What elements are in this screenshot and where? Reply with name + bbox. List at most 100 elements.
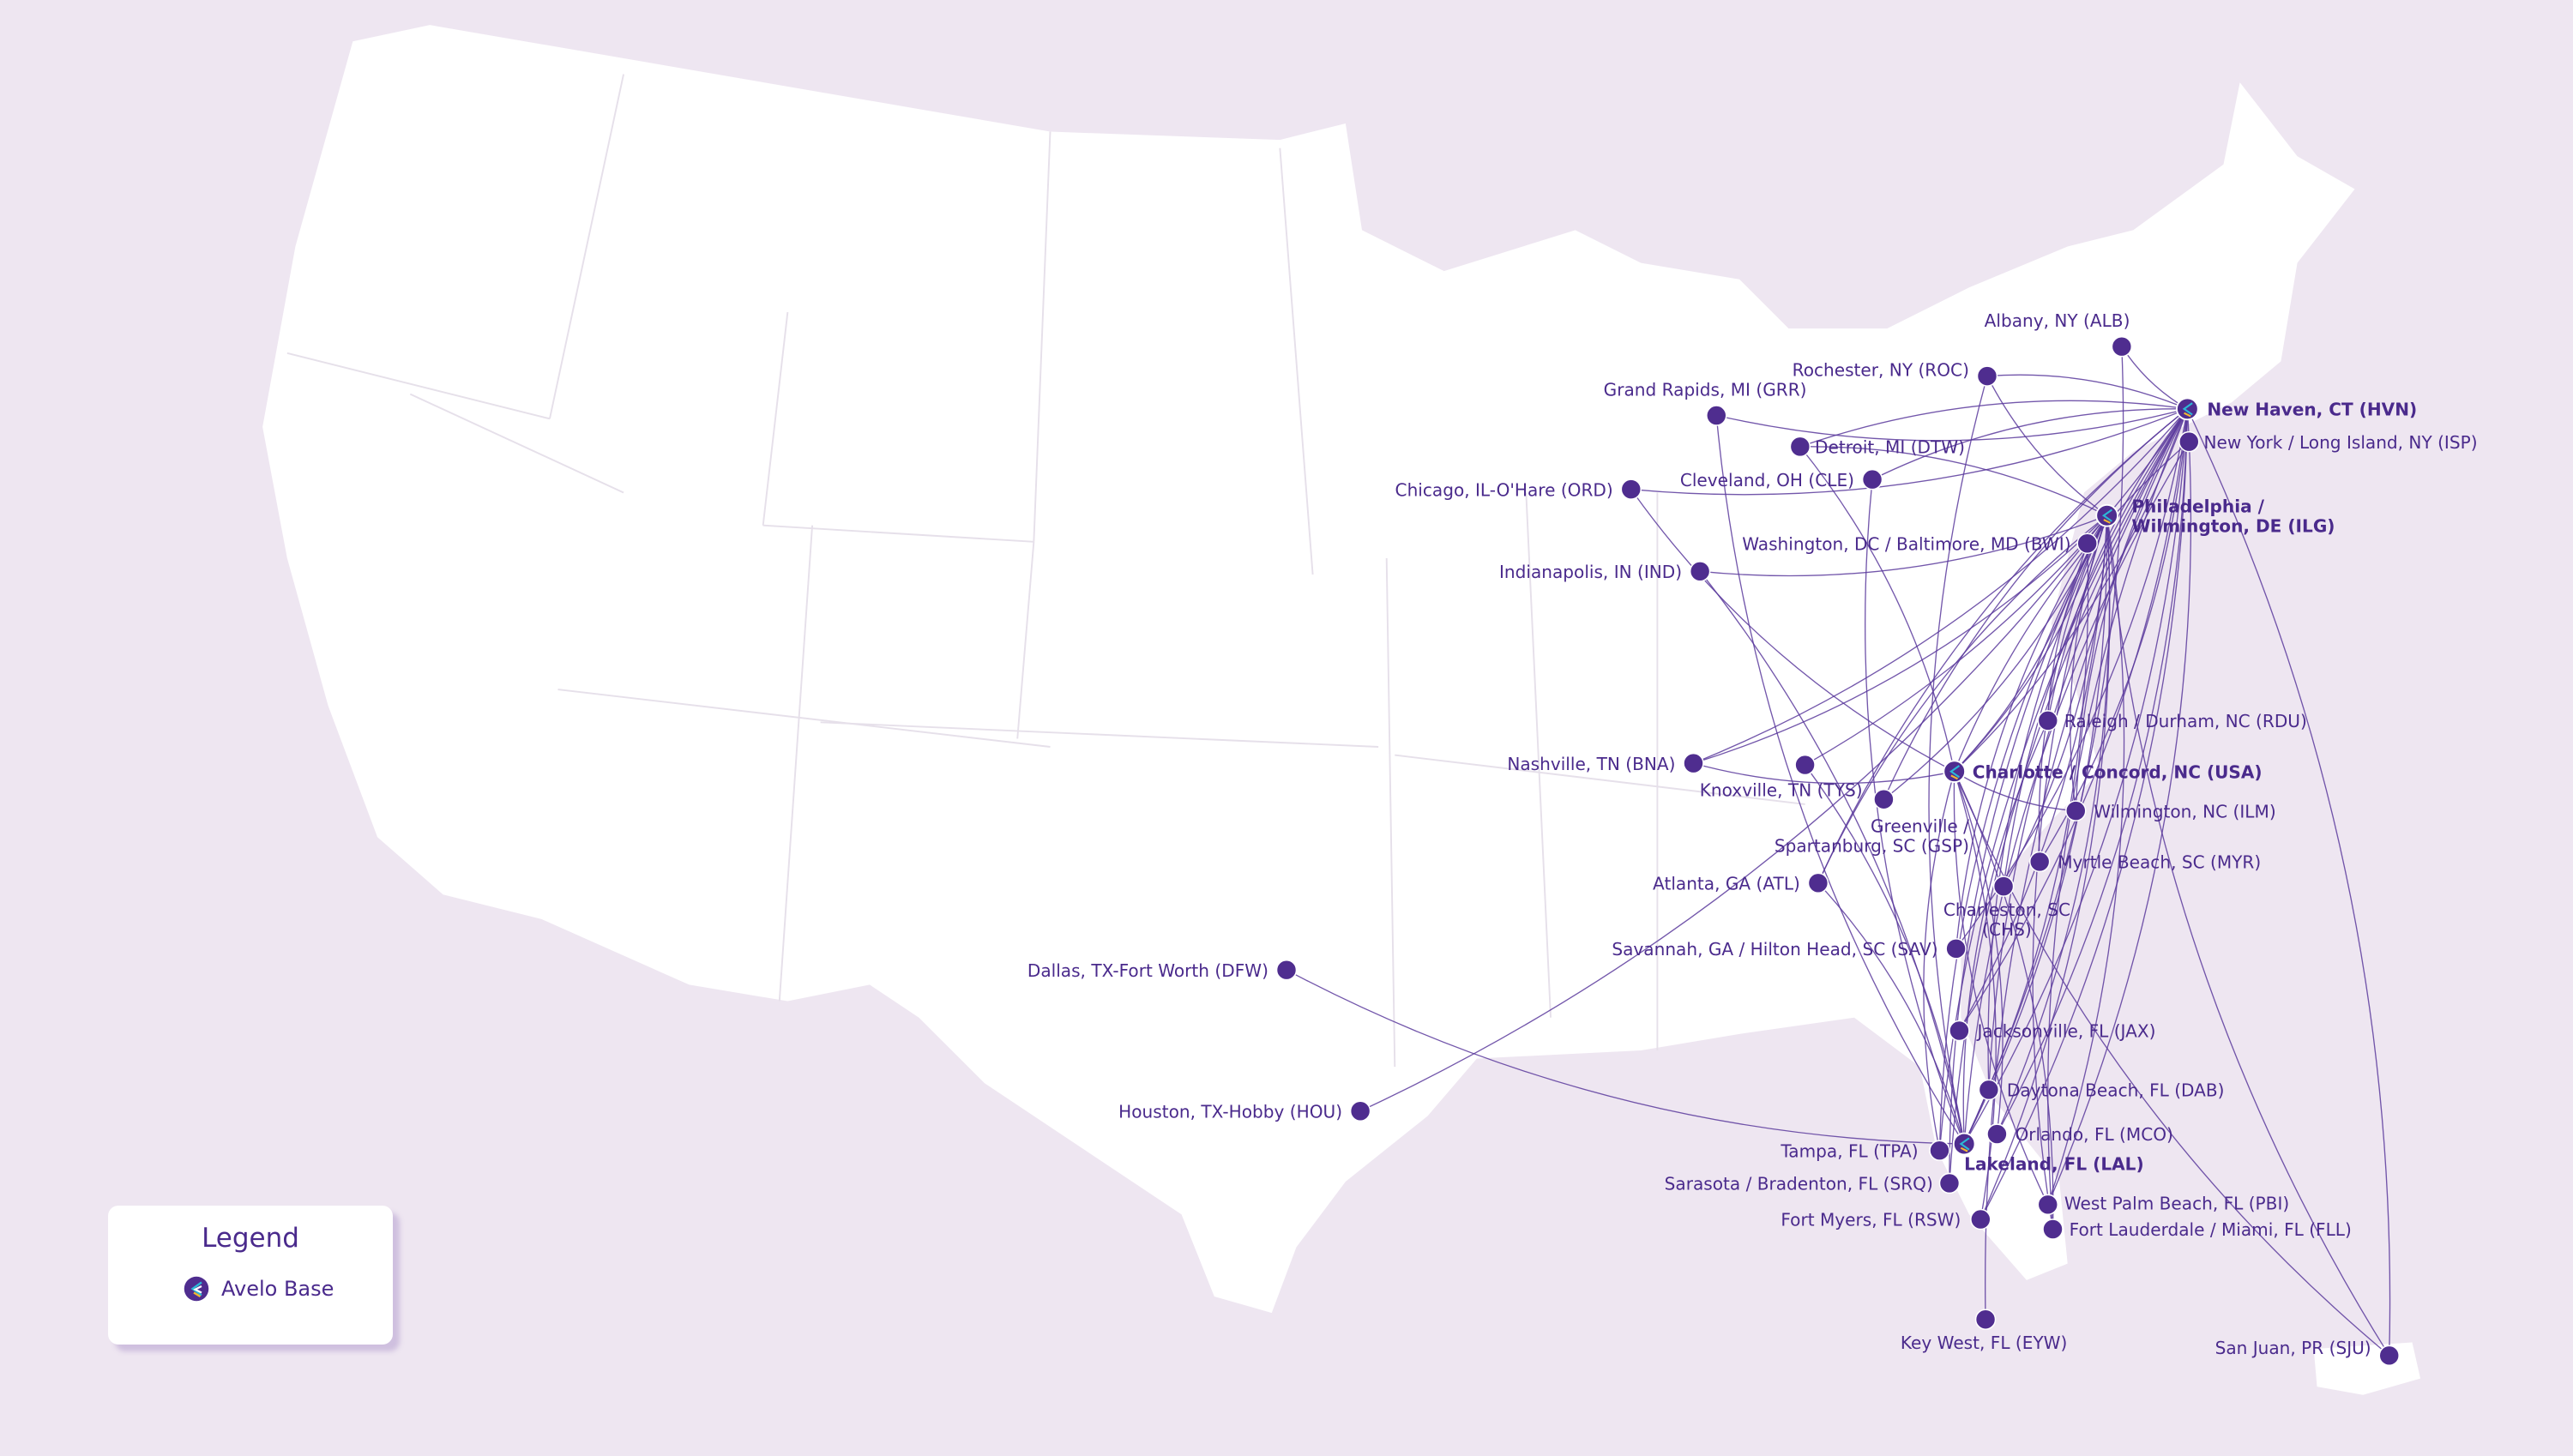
route-ILG-SAV xyxy=(1955,514,2108,949)
airport-atl[interactable]: Atlanta, GA (ATL) xyxy=(1653,872,1829,893)
route-HVN-EYW xyxy=(1985,408,2188,1320)
airport-dot xyxy=(1873,788,1895,810)
airport-dot xyxy=(2378,1345,2400,1367)
route-LAL-ATL xyxy=(1817,882,1965,1145)
route-HVN-ORD xyxy=(1630,408,2188,496)
airport-label: Sarasota / Bradenton, FL (SRQ) xyxy=(1665,1174,1933,1194)
route-USA-FLL xyxy=(1954,771,2054,1230)
logo-stroke xyxy=(2103,519,2111,524)
airport-pbi[interactable]: West Palm Beach, FL (PBI) xyxy=(2037,1194,2289,1216)
airport-dot xyxy=(1689,561,1711,582)
airport-sav[interactable]: Savannah, GA / Hilton Head, SC (SAV) xyxy=(1612,938,1967,960)
airport-dot xyxy=(1789,436,1811,458)
airport-roc[interactable]: Rochester, NY (ROC) xyxy=(1793,360,1998,387)
airport-ilg[interactable]: Philadelphia /Wilmington, DE (ILG) xyxy=(2095,496,2335,536)
airport-label: Tampa, FL (TPA) xyxy=(1780,1140,1918,1161)
airport-markers: New Haven, CT (HVN) New York / Long Islan… xyxy=(1027,310,2478,1367)
airport-dot xyxy=(1861,468,1883,490)
airport-label: Dallas, TX-Fort Worth (DFW) xyxy=(1027,960,1268,981)
airport-jax[interactable]: Jacksonville, FL (JAX) xyxy=(1949,1020,2155,1042)
state-border xyxy=(286,352,551,420)
airport-dot xyxy=(1620,478,1642,500)
airport-dot xyxy=(2111,335,2133,358)
airport-label: Daytona Beach, FL (DAB) xyxy=(2007,1080,2225,1101)
route-ILG-LAL xyxy=(1963,515,2108,1145)
state-border xyxy=(1279,147,1314,575)
logo-stroke xyxy=(1960,1146,1968,1152)
airport-chs[interactable]: Charleston, SC(CHS) xyxy=(1943,875,2070,940)
airport-dot xyxy=(1275,959,1298,981)
airport-label: Wilmington, NC (ILM) xyxy=(2094,801,2275,821)
airport-dot xyxy=(1929,1140,1950,1161)
airport-label: Rochester, NY (ROC) xyxy=(1793,360,1969,381)
airport-dot xyxy=(2028,851,2051,873)
state-border xyxy=(1033,131,1051,542)
route-USA-MCO xyxy=(1954,771,2004,1134)
airport-tys[interactable]: Knoxville, TN (TYS) xyxy=(1700,754,1863,801)
airport-cle[interactable]: Cleveland, OH (CLE) xyxy=(1680,468,1883,490)
airport-eyw[interactable]: Key West, FL (EYW) xyxy=(1901,1309,2068,1353)
airport-alb[interactable]: Albany, NY (ALB) xyxy=(1985,310,2133,358)
logo-stroke xyxy=(2184,412,2191,418)
airport-grr[interactable]: Grand Rapids, MI (GRR) xyxy=(1604,380,1807,426)
airport-dot xyxy=(1938,1172,1961,1194)
airport-hou[interactable]: Houston, TX-Hobby (HOU) xyxy=(1118,1100,1371,1122)
state-border xyxy=(557,689,1051,748)
airport-gsp[interactable]: Greenville /Spartanburg, SC (GSP) xyxy=(1775,788,1969,857)
state-border xyxy=(1016,541,1035,739)
route-HVN-DTW xyxy=(1799,400,2188,448)
airport-dot xyxy=(1349,1100,1371,1122)
legend-title: Legend xyxy=(202,1223,299,1254)
airport-label: Charleston, SC xyxy=(1943,899,2070,920)
airport-label: Atlanta, GA (ATL) xyxy=(1653,873,1800,893)
airport-label: Orlando, FL (MCO) xyxy=(2015,1124,2172,1145)
route-HVN-ILM xyxy=(2075,408,2188,811)
airport-label: Chicago, IL-O'Hare (ORD) xyxy=(1395,479,1613,500)
airport-ord[interactable]: Chicago, IL-O'Hare (ORD) xyxy=(1395,478,1642,500)
route-lines xyxy=(1286,346,2391,1357)
airport-bna[interactable]: Nashville, TN (BNA) xyxy=(1507,752,1704,774)
airport-hvn[interactable]: New Haven, CT (HVN) xyxy=(2175,397,2417,421)
route-LAL-ALB xyxy=(1963,346,2124,1145)
airport-dfw[interactable]: Dallas, TX-Fort Worth (DFW) xyxy=(1027,959,1298,981)
route-USA-PBI xyxy=(1953,771,2049,1206)
airport-sju[interactable]: San Juan, PR (SJU) xyxy=(2215,1338,2400,1367)
route-LAL-ISP xyxy=(1963,441,2190,1145)
route-USA-BWI xyxy=(1954,543,2088,773)
airport-srq[interactable]: Sarasota / Bradenton, FL (SRQ) xyxy=(1665,1172,1961,1194)
airport-label: Nashville, TN (BNA) xyxy=(1507,754,1675,774)
avelo-base-icon xyxy=(184,1276,209,1302)
state-border xyxy=(778,525,814,1002)
airport-dtw[interactable]: Detroit, MI (DTW) xyxy=(1789,436,1965,458)
airport-fll[interactable]: Fort Lauderdale / Miami, FL (FLL) xyxy=(2042,1218,2352,1240)
airport-dab[interactable]: Daytona Beach, FL (DAB) xyxy=(1978,1079,2225,1101)
airport-rdu[interactable]: Raleigh / Durham, NC (RDU) xyxy=(2037,710,2307,731)
airport-ilm[interactable]: Wilmington, NC (ILM) xyxy=(2065,800,2276,821)
logo-stroke xyxy=(2182,402,2193,416)
airport-label: San Juan, PR (SJU) xyxy=(2215,1338,2371,1358)
airport-dot xyxy=(1683,752,1704,774)
airport-usa[interactable]: Charlotte / Concord, NC (USA) xyxy=(1943,760,2263,784)
airport-label: Fort Myers, FL (RSW) xyxy=(1781,1210,1961,1230)
route-USA-BNA xyxy=(1693,762,1955,785)
airport-isp[interactable]: New York / Long Island, NY (ISP) xyxy=(2178,430,2478,453)
airport-label: Fort Lauderdale / Miami, FL (FLL) xyxy=(2070,1219,2352,1240)
airport-dot xyxy=(1945,938,1967,960)
airport-label: Raleigh / Durham, NC (RDU) xyxy=(2064,711,2307,731)
airport-rsw[interactable]: Fort Myers, FL (RSW) xyxy=(1781,1208,1992,1230)
avelo-base-icon xyxy=(2175,397,2199,421)
airport-lal[interactable]: Lakeland, FL (LAL) xyxy=(1952,1132,2144,1175)
airport-bwi[interactable]: Washington, DC / Baltimore, MD (BWI) xyxy=(1742,532,2098,554)
route-USA-ORD xyxy=(1630,489,1955,773)
airport-mco[interactable]: Orlando, FL (MCO) xyxy=(1986,1123,2173,1145)
airport-label: Philadelphia / xyxy=(2131,496,2264,516)
airport-tpa[interactable]: Tampa, FL (TPA) xyxy=(1780,1140,1950,1161)
airport-ind[interactable]: Indianapolis, IN (IND) xyxy=(1499,561,1711,582)
state-border xyxy=(549,74,624,419)
avelo-base-icon xyxy=(2095,503,2119,527)
airport-label: Wilmington, DE (ILG) xyxy=(2131,515,2335,536)
route-LAL-GRR xyxy=(1715,415,1965,1145)
route-LAL-TYS xyxy=(1805,764,1965,1145)
airport-myr[interactable]: Myrtle Beach, SC (MYR) xyxy=(2028,851,2261,873)
airport-label: West Palm Beach, FL (PBI) xyxy=(2064,1194,2289,1214)
